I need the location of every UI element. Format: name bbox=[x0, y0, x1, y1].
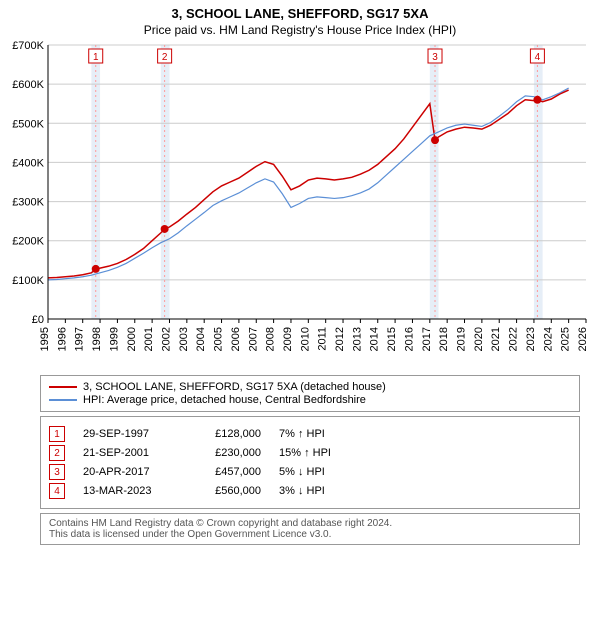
footer-line1: Contains HM Land Registry data © Crown c… bbox=[49, 518, 571, 529]
event-price: £230,000 bbox=[191, 447, 261, 459]
event-pct: 5% ↓ HPI bbox=[279, 466, 379, 478]
footer-line2: This data is licensed under the Open Gov… bbox=[49, 529, 571, 540]
svg-text:2019: 2019 bbox=[456, 327, 468, 351]
svg-text:2010: 2010 bbox=[299, 327, 311, 351]
event-price: £128,000 bbox=[191, 428, 261, 440]
svg-text:2007: 2007 bbox=[247, 327, 259, 351]
event-date: 13-MAR-2023 bbox=[83, 485, 173, 497]
svg-text:1998: 1998 bbox=[91, 327, 103, 351]
event-price: £457,000 bbox=[191, 466, 261, 478]
title-address: 3, SCHOOL LANE, SHEFFORD, SG17 5XA bbox=[0, 6, 600, 21]
event-price: £560,000 bbox=[191, 485, 261, 497]
svg-text:2000: 2000 bbox=[126, 327, 138, 351]
footer: Contains HM Land Registry data © Crown c… bbox=[40, 513, 580, 545]
svg-text:2005: 2005 bbox=[213, 327, 225, 351]
svg-text:2025: 2025 bbox=[560, 327, 572, 351]
svg-text:2012: 2012 bbox=[334, 327, 346, 351]
svg-text:£500K: £500K bbox=[12, 118, 44, 130]
svg-text:2022: 2022 bbox=[508, 327, 520, 351]
svg-text:2: 2 bbox=[162, 52, 168, 63]
legend: 3, SCHOOL LANE, SHEFFORD, SG17 5XA (deta… bbox=[40, 375, 580, 412]
event-row: 1 29-SEP-1997 £128,000 7% ↑ HPI bbox=[49, 426, 571, 442]
svg-text:3: 3 bbox=[432, 52, 438, 63]
svg-text:2016: 2016 bbox=[403, 327, 415, 351]
svg-text:2026: 2026 bbox=[577, 327, 589, 351]
svg-text:2018: 2018 bbox=[438, 327, 450, 351]
event-pct: 3% ↓ HPI bbox=[279, 485, 379, 497]
event-marker-box: 1 bbox=[49, 426, 65, 442]
svg-text:2006: 2006 bbox=[230, 327, 242, 351]
svg-text:1997: 1997 bbox=[74, 327, 86, 351]
event-marker-box: 2 bbox=[49, 445, 65, 461]
svg-text:2023: 2023 bbox=[525, 327, 537, 351]
svg-text:2014: 2014 bbox=[369, 327, 381, 351]
svg-text:2004: 2004 bbox=[195, 327, 207, 351]
event-date: 20-APR-2017 bbox=[83, 466, 173, 478]
legend-item-property: 3, SCHOOL LANE, SHEFFORD, SG17 5XA (deta… bbox=[49, 381, 571, 393]
title-subtitle: Price paid vs. HM Land Registry's House … bbox=[0, 23, 600, 37]
svg-text:2003: 2003 bbox=[178, 327, 190, 351]
events-table: 1 29-SEP-1997 £128,000 7% ↑ HPI 2 21-SEP… bbox=[40, 416, 580, 509]
svg-text:£100K: £100K bbox=[12, 275, 44, 287]
titles: 3, SCHOOL LANE, SHEFFORD, SG17 5XA Price… bbox=[0, 0, 600, 37]
svg-text:2020: 2020 bbox=[473, 327, 485, 351]
legend-swatch bbox=[49, 399, 77, 401]
chart-svg: £0 £100K £200K £300K £400K £500K £600K £700K 199… bbox=[0, 37, 600, 367]
legend-item-hpi: HPI: Average price, detached house, Cent… bbox=[49, 394, 571, 406]
svg-text:2015: 2015 bbox=[386, 327, 398, 351]
svg-text:2017: 2017 bbox=[421, 327, 433, 351]
legend-label: 3, SCHOOL LANE, SHEFFORD, SG17 5XA (deta… bbox=[83, 381, 386, 393]
event-row: 4 13-MAR-2023 £560,000 3% ↓ HPI bbox=[49, 483, 571, 499]
svg-text:4: 4 bbox=[535, 52, 541, 63]
svg-text:2024: 2024 bbox=[542, 327, 554, 351]
svg-text:2002: 2002 bbox=[160, 327, 172, 351]
svg-text:£0: £0 bbox=[32, 314, 44, 326]
svg-text:2009: 2009 bbox=[282, 327, 294, 351]
svg-text:2008: 2008 bbox=[265, 327, 277, 351]
legend-swatch bbox=[49, 386, 77, 388]
svg-text:£700K: £700K bbox=[12, 40, 44, 52]
event-row: 3 20-APR-2017 £457,000 5% ↓ HPI bbox=[49, 464, 571, 480]
svg-text:1: 1 bbox=[93, 52, 99, 63]
svg-text:£400K: £400K bbox=[12, 157, 44, 169]
svg-text:1999: 1999 bbox=[108, 327, 120, 351]
svg-text:2001: 2001 bbox=[143, 327, 155, 351]
event-pct: 15% ↑ HPI bbox=[279, 447, 379, 459]
svg-text:2011: 2011 bbox=[317, 327, 329, 351]
svg-text:1996: 1996 bbox=[56, 327, 68, 351]
event-row: 2 21-SEP-2001 £230,000 15% ↑ HPI bbox=[49, 445, 571, 461]
svg-text:£200K: £200K bbox=[12, 236, 44, 248]
legend-label: HPI: Average price, detached house, Cent… bbox=[83, 394, 366, 406]
svg-text:2021: 2021 bbox=[490, 327, 502, 351]
svg-text:2013: 2013 bbox=[351, 327, 363, 351]
chart: £0 £100K £200K £300K £400K £500K £600K £700K 199… bbox=[0, 37, 600, 367]
event-pct: 7% ↑ HPI bbox=[279, 428, 379, 440]
svg-text:£300K: £300K bbox=[12, 197, 44, 209]
event-date: 29-SEP-1997 bbox=[83, 428, 173, 440]
event-marker-box: 4 bbox=[49, 483, 65, 499]
svg-text:1995: 1995 bbox=[39, 327, 51, 351]
chart-container: 3, SCHOOL LANE, SHEFFORD, SG17 5XA Price… bbox=[0, 0, 600, 545]
event-date: 21-SEP-2001 bbox=[83, 447, 173, 459]
event-marker-box: 3 bbox=[49, 464, 65, 480]
svg-text:£600K: £600K bbox=[12, 79, 44, 91]
